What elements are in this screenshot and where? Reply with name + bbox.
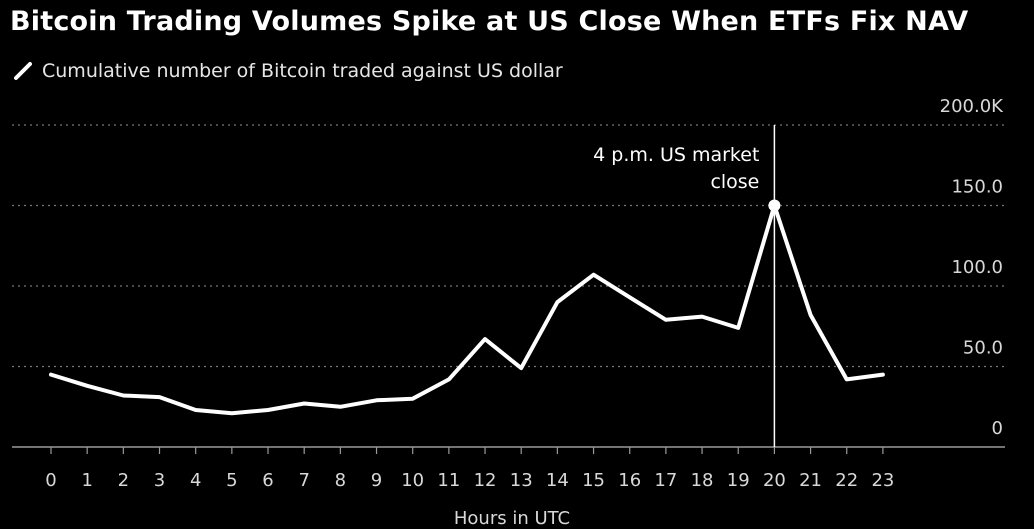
x-tick-label: 21	[799, 470, 822, 491]
y-tick-label: 200.0K	[940, 96, 1005, 117]
x-tick-label: 18	[691, 470, 714, 491]
x-tick-label: 13	[510, 470, 533, 491]
x-tick-label: 4	[190, 470, 201, 491]
x-tick-label: 14	[546, 470, 569, 491]
x-tick-label: 0	[45, 470, 56, 491]
x-axis-label: Hours in UTC	[454, 508, 570, 529]
peak-marker	[768, 199, 781, 212]
annotation-line-2: close	[710, 171, 759, 193]
series-line	[49, 203, 885, 416]
x-tick-label: 11	[437, 470, 460, 491]
x-tick-label: 23	[871, 470, 894, 491]
x-tick-label: 2	[118, 470, 129, 491]
x-tick-label: 12	[474, 470, 497, 491]
x-tick-label: 17	[654, 470, 677, 491]
chart-title: Bitcoin Trading Volumes Spike at US Clos…	[10, 6, 969, 37]
x-tick-label: 9	[371, 470, 382, 491]
x-tick-label: 19	[727, 470, 750, 491]
y-axis-ticks: 0 50.0 100.0 150.0 200.0K	[940, 96, 1005, 439]
gridlines	[12, 124, 1005, 448]
x-tick-label: 1	[81, 470, 92, 491]
legend: Cumulative number of Bitcoin traded agai…	[12, 60, 563, 82]
y-tick-label: 100.0	[951, 257, 1003, 278]
annotation-line-1: 4 p.m. US market	[593, 144, 759, 166]
legend-label: Cumulative number of Bitcoin traded agai…	[42, 60, 563, 82]
x-tick-label: 15	[582, 470, 605, 491]
x-tick-label: 20	[763, 470, 786, 491]
y-tick-label: 0	[992, 418, 1003, 439]
y-tick-label: 150.0	[951, 177, 1003, 198]
x-tick-label: 7	[298, 470, 309, 491]
x-tick-label: 6	[262, 470, 273, 491]
x-tick-label: 22	[835, 470, 858, 491]
y-tick-label: 50.0	[963, 338, 1003, 359]
x-tick-label: 16	[618, 470, 641, 491]
x-axis-ticks: 0 1 2 3 4 5 6 7 8 9 10 11 12 13 14 15 16 17 18 19 20 21 22 23	[45, 447, 894, 491]
x-tick-label: 10	[401, 470, 424, 491]
x-tick-label: 3	[154, 470, 165, 491]
x-tick-label: 5	[226, 470, 237, 491]
legend-line-icon	[14, 62, 32, 80]
x-tick-label: 8	[335, 470, 346, 491]
